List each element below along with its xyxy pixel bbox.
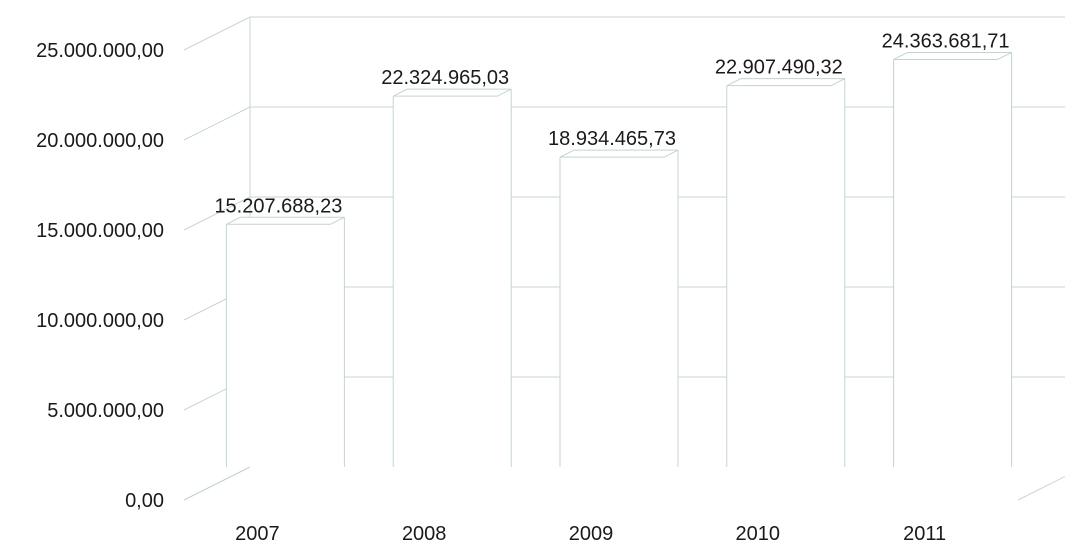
- bar-top: [893, 51, 1012, 60]
- y-tick-label: 10.000.000,00: [36, 310, 164, 332]
- x-tick-label: 2008: [402, 523, 447, 545]
- y-tick-label: 5.000.000,00: [47, 400, 164, 422]
- x-tick-label: 2007: [235, 523, 280, 545]
- floor-edge-right: [1017, 475, 1065, 501]
- bar-top: [559, 149, 679, 158]
- gridline-side: [183, 106, 251, 141]
- x-tick-label: 2011: [903, 523, 946, 545]
- y-tick-label: 15.000.000,00: [36, 220, 164, 242]
- bar-2008: [392, 88, 512, 467]
- y-tick-label: 0,00: [125, 490, 164, 512]
- data-labels: 15.207.688,23 22.324.965,03 18.934.465,73 2…: [214, 30, 1009, 217]
- data-label: 18.934.465,73: [548, 128, 676, 150]
- bar-2011: [893, 51, 1013, 467]
- y-tick-label: 20.000.000,00: [36, 130, 164, 152]
- data-label: 15.207.688,23: [214, 195, 342, 217]
- bar-2007: [225, 216, 345, 467]
- gridline-side: [183, 16, 251, 51]
- data-label: 22.907.490,32: [715, 57, 843, 79]
- bar-top: [226, 216, 345, 225]
- data-label: 24.363.681,71: [882, 30, 1010, 52]
- x-tick-label: 2009: [569, 523, 614, 545]
- bar-2010: [726, 78, 846, 468]
- bar-2009: [559, 149, 679, 467]
- gridline-side: [183, 196, 251, 231]
- bar-top: [392, 88, 512, 97]
- y-tick-label: 25.000.000,00: [36, 40, 164, 62]
- floor-edge-left: [183, 466, 251, 501]
- bars: [225, 51, 1013, 468]
- y-axis-tick-labels: 0,00 5.000.000,00 10.000.000,00 15.000.000,…: [36, 40, 164, 512]
- bar-top: [726, 78, 846, 87]
- x-axis-tick-labels: 2007 2008 2009 2010 2011: [235, 523, 946, 545]
- data-label: 22.324.965,03: [381, 67, 509, 89]
- x-tick-label: 2010: [736, 523, 781, 545]
